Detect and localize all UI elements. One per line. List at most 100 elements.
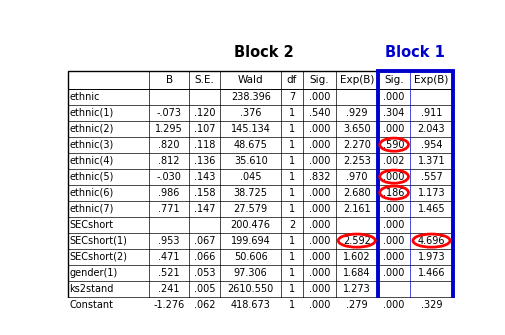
Text: 1: 1 <box>289 156 295 166</box>
Text: 2.253: 2.253 <box>343 156 371 166</box>
Text: .000: .000 <box>383 268 405 278</box>
Text: Block 2: Block 2 <box>234 45 293 60</box>
Text: Wald: Wald <box>238 75 264 85</box>
Text: 1: 1 <box>289 236 295 246</box>
Text: .000: .000 <box>383 299 405 310</box>
Text: 1: 1 <box>289 108 295 118</box>
Text: .002: .002 <box>383 156 405 166</box>
Text: .557: .557 <box>421 172 442 182</box>
Bar <box>68 71 378 313</box>
Text: -1.276: -1.276 <box>154 299 185 310</box>
Text: .107: .107 <box>194 124 216 134</box>
Text: SECshort(2): SECshort(2) <box>69 252 127 262</box>
Text: gender(1): gender(1) <box>69 268 118 278</box>
Text: 238.396: 238.396 <box>231 92 271 102</box>
Text: 48.675: 48.675 <box>234 140 268 150</box>
Text: .000: .000 <box>309 252 330 262</box>
Text: .471: .471 <box>159 252 180 262</box>
Text: .000: .000 <box>383 92 405 102</box>
Text: .000: .000 <box>309 188 330 198</box>
Text: Sig.: Sig. <box>310 75 329 85</box>
Text: 1.465: 1.465 <box>418 204 445 214</box>
Text: 1: 1 <box>289 284 295 293</box>
Text: .000: .000 <box>383 220 405 229</box>
Text: .000: .000 <box>309 220 330 229</box>
Text: 2: 2 <box>289 220 295 229</box>
Text: 1.295: 1.295 <box>155 124 183 134</box>
Text: ks2stand: ks2stand <box>69 284 114 293</box>
Text: .000: .000 <box>309 140 330 150</box>
Text: .000: .000 <box>309 204 330 214</box>
Text: .000: .000 <box>383 252 405 262</box>
Text: df: df <box>287 75 297 85</box>
Text: 1: 1 <box>289 252 295 262</box>
Text: 2.592: 2.592 <box>343 236 371 246</box>
Text: .000: .000 <box>309 299 330 310</box>
Text: .136: .136 <box>194 156 215 166</box>
Bar <box>378 71 452 313</box>
Text: ethnic(7): ethnic(7) <box>69 204 114 214</box>
Text: 1: 1 <box>289 204 295 214</box>
Text: .540: .540 <box>309 108 330 118</box>
Text: 1: 1 <box>289 188 295 198</box>
Text: 2.161: 2.161 <box>343 204 371 214</box>
Text: ethnic(3): ethnic(3) <box>69 140 114 150</box>
Text: .000: .000 <box>383 124 405 134</box>
Text: .186: .186 <box>383 188 405 198</box>
Text: ethnic(2): ethnic(2) <box>69 124 114 134</box>
Text: 4.696: 4.696 <box>418 236 445 246</box>
Text: 97.306: 97.306 <box>234 268 268 278</box>
Text: .954: .954 <box>421 140 442 150</box>
Text: .045: .045 <box>240 172 262 182</box>
Text: .820: .820 <box>159 140 180 150</box>
Text: ethnic: ethnic <box>69 92 100 102</box>
Text: ethnic(6): ethnic(6) <box>69 188 114 198</box>
Text: .062: .062 <box>194 299 216 310</box>
Text: 1: 1 <box>289 268 295 278</box>
Text: 1.973: 1.973 <box>418 252 445 262</box>
Text: 1.371: 1.371 <box>418 156 445 166</box>
Text: .304: .304 <box>383 108 405 118</box>
Text: .143: .143 <box>194 172 215 182</box>
Text: 418.673: 418.673 <box>231 299 271 310</box>
Text: .158: .158 <box>194 188 216 198</box>
Text: .329: .329 <box>421 299 442 310</box>
Text: 1.273: 1.273 <box>343 284 371 293</box>
Text: .970: .970 <box>346 172 368 182</box>
Text: B: B <box>166 75 173 85</box>
Text: .000: .000 <box>383 236 405 246</box>
Text: 2610.550: 2610.550 <box>228 284 274 293</box>
Text: 1: 1 <box>289 124 295 134</box>
Text: 1.684: 1.684 <box>343 268 371 278</box>
Text: .911: .911 <box>421 108 442 118</box>
Text: Exp(B): Exp(B) <box>339 75 374 85</box>
Text: 7: 7 <box>289 92 295 102</box>
Text: ethnic(1): ethnic(1) <box>69 108 114 118</box>
Text: .000: .000 <box>309 92 330 102</box>
Text: 35.610: 35.610 <box>234 156 268 166</box>
Text: .067: .067 <box>194 236 216 246</box>
Text: .376: .376 <box>240 108 262 118</box>
Text: .000: .000 <box>383 204 405 214</box>
Text: 1: 1 <box>289 172 295 182</box>
Text: 27.579: 27.579 <box>234 204 268 214</box>
Text: 2.270: 2.270 <box>343 140 371 150</box>
Text: .771: .771 <box>159 204 180 214</box>
Text: .005: .005 <box>194 284 216 293</box>
Text: 1.466: 1.466 <box>418 268 445 278</box>
Text: .521: .521 <box>159 268 180 278</box>
Text: 1: 1 <box>289 299 295 310</box>
Text: 2.043: 2.043 <box>418 124 445 134</box>
Text: 38.725: 38.725 <box>234 188 268 198</box>
Text: S.E.: S.E. <box>195 75 215 85</box>
Text: 3.650: 3.650 <box>343 124 371 134</box>
Text: .812: .812 <box>159 156 180 166</box>
Text: 200.476: 200.476 <box>231 220 271 229</box>
Text: .147: .147 <box>194 204 216 214</box>
Text: SECshort(1): SECshort(1) <box>69 236 127 246</box>
Text: .000: .000 <box>383 172 405 182</box>
Text: 1.602: 1.602 <box>343 252 371 262</box>
Text: .000: .000 <box>309 156 330 166</box>
Text: .120: .120 <box>194 108 216 118</box>
Text: 199.694: 199.694 <box>231 236 271 246</box>
